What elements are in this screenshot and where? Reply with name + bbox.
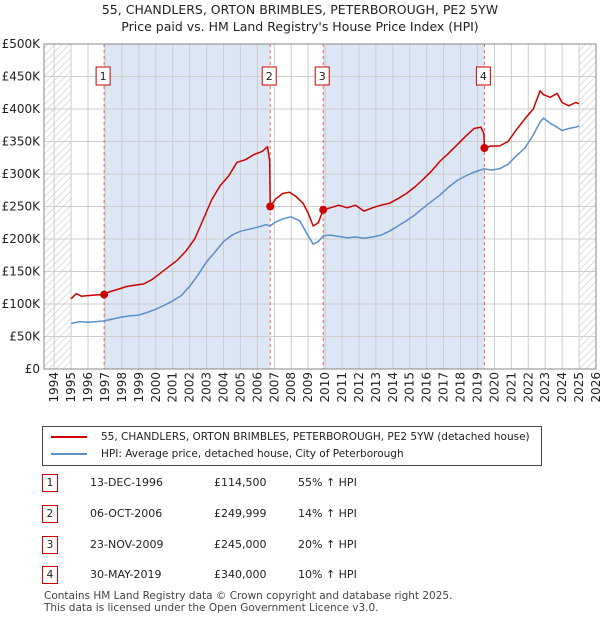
x-tick-label: 1994 [47,372,61,403]
x-tick-label: 2021 [504,372,518,403]
x-tick-label: 2017 [437,372,451,403]
transaction-hpi-diff: 20% ↑ HPI [298,538,357,551]
x-tick-label: 1997 [98,372,112,403]
x-tick-label: 2007 [267,372,281,403]
sale-label-box [95,66,111,86]
x-tick-label: 1998 [115,372,129,403]
sale-label-box [261,66,277,86]
transaction-hpi-diff: 14% ↑ HPI [298,507,357,520]
x-tick-label: 2019 [470,372,484,403]
transaction-number-badge: 4 [42,566,58,584]
y-tick-label: £50K [9,330,41,344]
y-tick-label: £350K [2,135,42,149]
footer-licence: This data is licensed under the Open Gov… [44,602,379,614]
sale-point [480,144,489,152]
x-tick-label: 2025 [572,372,586,403]
legend-label-hpi: HPI: Average price, detached house, City… [101,448,404,460]
y-tick-label: £500K [2,37,42,51]
chart-title-line1: 55, CHANDLERS, ORTON BRIMBLES, PETERBORO… [101,2,499,17]
x-tick-label: 2008 [284,372,298,403]
footer-copyright: Contains HM Land Registry data © Crown c… [44,590,453,602]
y-tick-label: £150K [2,265,42,279]
plot-area-border [43,43,597,370]
y-tick-label: £450K [2,70,42,84]
sale-label: 3 [319,70,326,83]
x-tick-label: 2003 [200,372,214,403]
transaction-date: 23-NOV-2009 [90,538,164,551]
x-tick-label: 2005 [233,372,247,403]
transaction-date: 30-MAY-2019 [90,568,162,581]
x-tick-label: 2022 [521,372,535,403]
sale-label: 2 [266,70,273,83]
transaction-number-badge: 3 [42,536,58,554]
legend-swatch-property [51,436,87,438]
table-row: 1 13-DEC-1996 £114,500 55% ↑ HPI [0,474,600,494]
x-tick-label: 2001 [166,372,180,403]
table-row: 2 06-OCT-2006 £249,999 14% ↑ HPI [0,505,600,525]
sale-label-box [475,66,491,86]
y-tick-label: £400K [2,102,42,116]
x-tick-label: 1999 [132,372,146,403]
transaction-date: 06-OCT-2006 [90,507,163,520]
sale-point [100,290,109,299]
x-tick-label: 2009 [301,372,315,403]
x-tick-label: 2012 [352,372,366,403]
sale-label: 1 [100,70,107,83]
sale-label-box [314,66,330,86]
x-tick-label: 2002 [183,372,197,403]
x-tick-label: 1996 [81,372,95,403]
transaction-price: £340,000 [214,568,267,581]
transaction-hpi-diff: 10% ↑ HPI [298,568,357,581]
x-tick-label: 2014 [386,372,400,403]
x-tick-label: 2015 [403,372,417,403]
legend-swatch-hpi [51,453,87,455]
y-tick-label: £250K [2,200,42,214]
legend-item-hpi: HPI: Average price, detached house, City… [51,446,404,462]
transaction-number-badge: 2 [42,505,58,523]
line-chart: 1 2 3 4 £0 £50K £100K £150K £200K £250K £300K £350… [2,37,600,403]
property-series-line [70,90,580,300]
sale-point [266,202,275,211]
y-tick-label: £100K [2,297,42,311]
sale-point [319,205,328,214]
transaction-price: £245,000 [214,538,267,551]
legend-label-property: 55, CHANDLERS, ORTON BRIMBLES, PETERBORO… [101,431,530,443]
x-tick-label: 2013 [369,372,383,403]
x-tick-label: 2006 [250,372,264,403]
x-tick-label: 2000 [149,372,163,403]
x-tick-label: 2016 [420,372,434,403]
x-tick-label: 2004 [216,372,230,403]
x-tick-label: 2020 [487,372,501,403]
legend-item-property: 55, CHANDLERS, ORTON BRIMBLES, PETERBORO… [51,429,530,445]
chart-title-line2: Price paid vs. HM Land Registry's House … [121,19,479,34]
x-tick-label: 2018 [454,372,468,403]
transaction-number-badge: 1 [42,474,58,492]
sale-label: 4 [480,70,487,83]
x-tick-label: 2023 [538,372,552,403]
transaction-price: £249,999 [214,507,267,520]
y-tick-label: £300K [2,167,42,181]
x-tick-label: 2011 [335,372,349,403]
y-tick-label: £200K [2,232,42,246]
table-row: 4 30-MAY-2019 £340,000 10% ↑ HPI [0,566,600,586]
hpi-series-line [70,117,580,325]
x-tick-label: 2026 [589,372,600,403]
x-tick-label: 2024 [555,372,569,403]
x-tick-label: 2010 [318,372,332,403]
x-tick-label: 1995 [64,372,78,403]
y-tick-label: £0 [25,362,40,376]
transaction-price: £114,500 [214,476,267,489]
transaction-date: 13-DEC-1996 [90,476,164,489]
chart-legend: 55, CHANDLERS, ORTON BRIMBLES, PETERBORO… [42,426,542,466]
table-row: 3 23-NOV-2009 £245,000 20% ↑ HPI [0,536,600,556]
transaction-hpi-diff: 55% ↑ HPI [298,476,357,489]
